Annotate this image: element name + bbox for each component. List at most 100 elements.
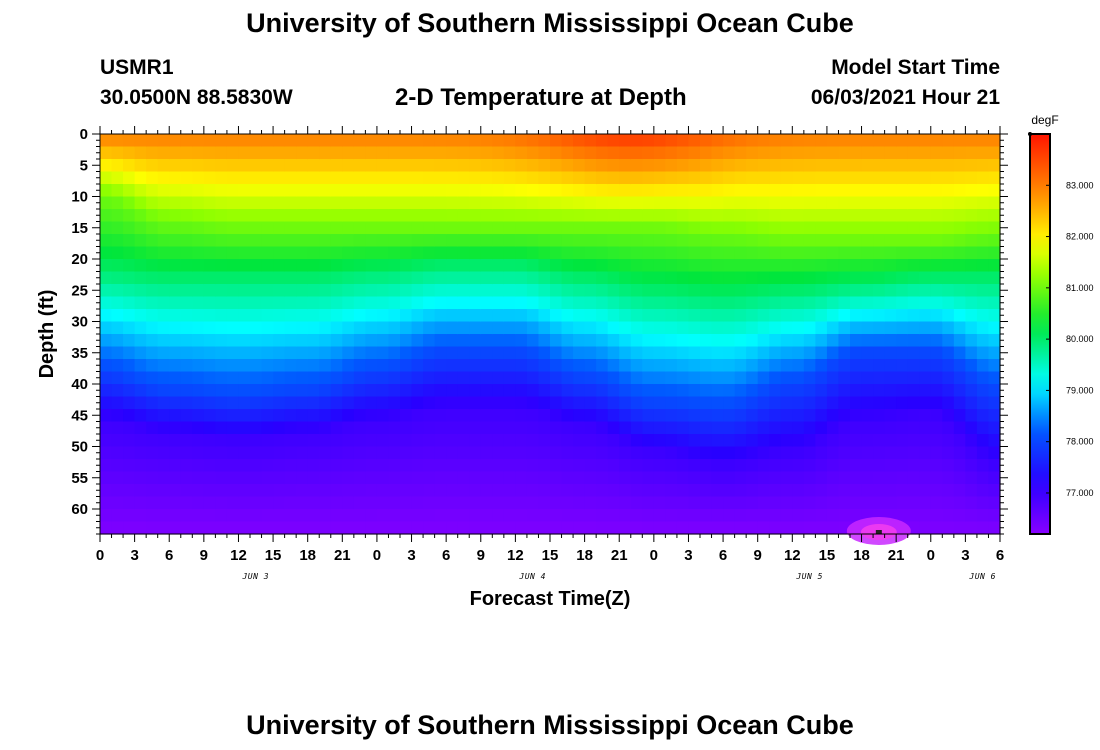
heatmap-cell (780, 271, 793, 285)
heatmap-cell (815, 171, 828, 185)
heatmap-cell (353, 459, 366, 473)
heatmap-cell (596, 446, 609, 460)
heatmap-cell (492, 184, 505, 198)
heatmap-cell (342, 271, 355, 285)
heatmap-cell (630, 484, 643, 498)
heatmap-cell (307, 371, 320, 385)
heatmap-cell (180, 321, 193, 335)
heatmap-cell (434, 384, 447, 398)
heatmap-cell (469, 384, 482, 398)
heatmap-cell (469, 234, 482, 248)
heatmap-cell (296, 496, 309, 510)
heatmap-cell (976, 171, 990, 185)
heatmap-cell (388, 246, 401, 260)
heatmap-cell (584, 259, 597, 273)
heatmap-cell (296, 434, 309, 448)
heatmap-cell (342, 409, 355, 423)
heatmap-cell (942, 359, 955, 373)
heatmap-cell (757, 134, 770, 148)
heatmap-cell (526, 421, 540, 435)
heatmap-cell (342, 346, 355, 360)
heatmap-cell (676, 496, 690, 510)
heatmap-cell (388, 284, 401, 298)
heatmap-cell (400, 134, 413, 148)
heatmap-cell (988, 371, 1001, 385)
heatmap-cell (100, 209, 113, 223)
heatmap-cell (480, 246, 493, 260)
heatmap-cell (400, 384, 413, 398)
heatmap-cell (457, 246, 470, 260)
heatmap-cell (769, 234, 782, 248)
heatmap-cell (561, 309, 574, 323)
heatmap-cell (411, 359, 424, 373)
heatmap-cell (815, 146, 828, 160)
heatmap-cell (907, 359, 920, 373)
heatmap-cell (711, 459, 724, 473)
heatmap-cell (965, 159, 978, 173)
heatmap-cell (584, 309, 597, 323)
heatmap-cell (630, 334, 643, 348)
heatmap-cell (734, 334, 747, 348)
heatmap-cell (757, 359, 770, 373)
heatmap-cell (157, 271, 170, 285)
heatmap-cell (180, 521, 193, 535)
heatmap-cell (792, 346, 805, 360)
heatmap-cell (688, 496, 701, 510)
heatmap-cell (469, 484, 482, 498)
heatmap-cell (503, 446, 516, 460)
heatmap-cell (169, 396, 182, 410)
heatmap-cell (146, 421, 159, 435)
heatmap-cell (526, 159, 540, 173)
heatmap-cell (953, 334, 966, 348)
heatmap-cell (988, 284, 1001, 298)
heatmap-cell (792, 209, 805, 223)
heatmap-cell (873, 296, 886, 310)
heatmap-cell (446, 421, 459, 435)
heatmap-cell (573, 159, 586, 173)
x-tick-label: 21 (888, 547, 905, 564)
heatmap-cell (100, 471, 113, 485)
heatmap-cell (526, 521, 540, 535)
heatmap-cell (550, 221, 563, 235)
heatmap-cell (688, 434, 701, 448)
heatmap-cell (469, 259, 482, 273)
heatmap-cell (561, 271, 574, 285)
heatmap-cell (607, 284, 620, 298)
heatmap-cell (469, 146, 482, 160)
heatmap-cell (769, 259, 782, 273)
heatmap-cell (665, 334, 678, 348)
heatmap-cell (561, 509, 574, 523)
heatmap-cell (942, 171, 955, 185)
heatmap-cell (688, 234, 701, 248)
heatmap-cell (446, 409, 459, 423)
heatmap-cell (780, 196, 793, 210)
heatmap-cell (538, 346, 551, 360)
heatmap-cell (180, 396, 193, 410)
heatmap-cell (757, 184, 770, 198)
heatmap-cell (769, 346, 782, 360)
heatmap-cell (965, 321, 978, 335)
heatmap-cell (515, 134, 528, 148)
heatmap-cell (434, 246, 447, 260)
heatmap-cell (838, 446, 851, 460)
heatmap-cell (180, 221, 193, 235)
heatmap-cell (734, 146, 747, 160)
heatmap-cell (838, 246, 851, 260)
heatmap-cell (561, 184, 574, 198)
heatmap-cell (238, 209, 251, 223)
heatmap-cell (296, 334, 309, 348)
heatmap-cell (250, 421, 263, 435)
heatmap-cell (965, 171, 978, 185)
heatmap-cell (111, 321, 124, 335)
heatmap-cell (965, 196, 978, 210)
heatmap-cell (746, 184, 759, 198)
heatmap-cell (353, 396, 366, 410)
heatmap-cell (457, 509, 470, 523)
heatmap-cell (573, 409, 586, 423)
heatmap-cell (757, 396, 770, 410)
x-tick-label: 6 (996, 547, 1004, 564)
heatmap-cell (965, 346, 978, 360)
heatmap-cell (711, 359, 724, 373)
heatmap-cell (838, 421, 851, 435)
heatmap-cell (376, 409, 390, 423)
